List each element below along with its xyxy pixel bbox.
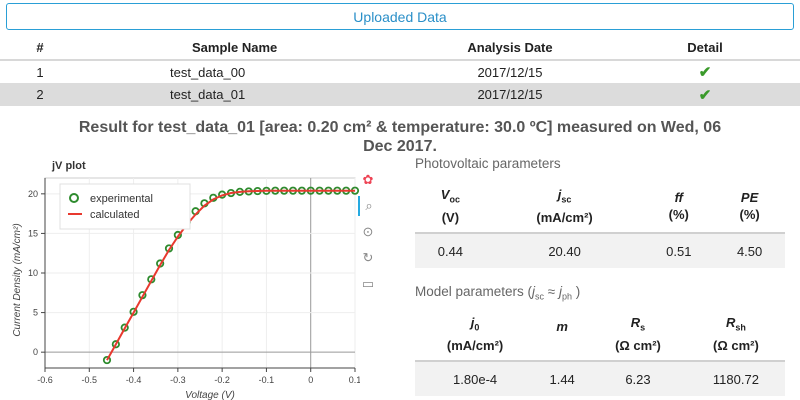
model-header-rsh: Rsh (Ω cm²) [686,308,785,362]
row-name: test_data_00 [170,64,246,80]
save-icon[interactable]: ▭ [361,276,375,291]
table-row[interactable]: 2 test_data_01 2017/12/15 ✔ [0,83,800,106]
y-tick-label: 5 [33,308,38,318]
legend-experimental-marker [69,193,79,203]
pv-header-ff: ff (%) [643,180,715,234]
pv-value-ff: 0.51 [643,233,715,268]
model-header-j0: j0 (mA/cm²) [415,308,536,362]
pv-value-jsc: 20.40 [485,233,644,268]
model-header-m: m [535,308,590,362]
result-title-line1: Result for test_data_01 [area: 0.20 cm² … [78,119,722,136]
x-tick-label: -0.2 [214,375,230,385]
experimental-point [129,307,138,316]
model-table: j0 (mA/cm²) m Rs (Ω cm²) Rsh (Ω cm²) 1.80e-… [415,308,785,396]
photovoltaic-title: Photovoltaic parameters [415,156,561,171]
y-tick-label: 10 [28,268,38,278]
plot-toolbar: ✿ ⌕ ⊙ ↻ ▭ [358,170,382,300]
col-num: # [0,36,80,61]
pv-value-pe: 4.50 [714,233,785,268]
pv-value-voc: 0.44 [415,233,486,268]
experimental-point [120,323,129,332]
pv-header-jsc: jsc (mA/cm²) [485,180,644,234]
model-value-rs: 6.23 [589,361,687,396]
detail-check-icon[interactable]: ✔ [698,64,712,81]
experimental-point [102,355,112,365]
plot-title: jV plot [52,160,86,172]
x-tick-label: -0.1 [259,375,275,385]
model-title: Model parameters (jsc ≈ jph ) [415,284,581,302]
result-title: Result for test_data_01 [area: 0.20 cm² … [0,118,800,156]
y-tick-label: 0 [33,347,38,357]
model-value-rsh: 1180.72 [686,361,785,396]
col-analysis-date: Analysis Date [410,36,610,61]
table-row[interactable]: 1 test_data_00 2017/12/15 ✔ [0,60,800,83]
pv-header-voc: Voc (V) [415,180,486,234]
legend-calculated: calculated [90,209,140,221]
row-num: 1 [36,64,44,80]
detail-check-icon[interactable]: ✔ [610,83,800,106]
result-title-line2: Dec 2017. [363,138,437,155]
box-zoom-icon[interactable]: ⌕ [358,196,378,216]
x-tick-label: -0.3 [170,375,186,385]
y-tick-label: 20 [28,189,38,199]
bokeh-logo-icon[interactable]: ✿ [362,172,374,187]
model-header-rs: Rs (Ω cm²) [589,308,687,362]
row-date: 2017/12/15 [410,83,610,106]
x-tick-label: -0.6 [37,375,53,385]
model-value-m: 1.44 [535,361,590,396]
col-sample-name: Sample Name [80,36,410,61]
legend-experimental: experimental [90,193,153,205]
col-detail: Detail [610,36,800,61]
y-axis-label: Current Density (mA/cm²) [12,223,23,336]
photovoltaic-table: Voc (V) jsc (mA/cm²) ff (%) PE (%) 0.44 20.4… [415,180,785,268]
experimental-point [111,340,120,349]
row-name: test_data_01 [80,83,410,106]
model-value-j0: 1.80e-4 [415,361,536,396]
wheel-zoom-icon[interactable]: ⊙ [362,224,374,239]
pv-header-pe: PE (%) [714,180,785,234]
x-tick-label: -0.4 [126,375,142,385]
uploaded-data-button[interactable]: Uploaded Data [6,3,794,30]
plot-legend: experimental calculated [59,183,191,230]
x-axis-label: Voltage (V) [185,390,235,400]
row-num: 2 [0,83,80,106]
jv-plot[interactable]: -0.6 -0.5 -0.4 -0.3 -0.2 -0.1 0 0.1 0 5 10 15 20 exp… [0,168,360,400]
samples-table: # Sample Name Analysis Date Detail 1 tes… [0,36,800,106]
x-tick-label: 0.1 [349,375,360,385]
calculated-line [106,189,355,361]
x-tick-label: 0 [308,375,313,385]
plot-axes: -0.6 -0.5 -0.4 -0.3 -0.2 -0.1 0 0.1 0 5 10 15 20 [28,178,360,385]
y-tick-label: 15 [28,228,38,238]
reset-icon[interactable]: ↻ [362,250,374,265]
row-date: 2017/12/15 [477,64,543,80]
x-tick-label: -0.5 [82,375,98,385]
